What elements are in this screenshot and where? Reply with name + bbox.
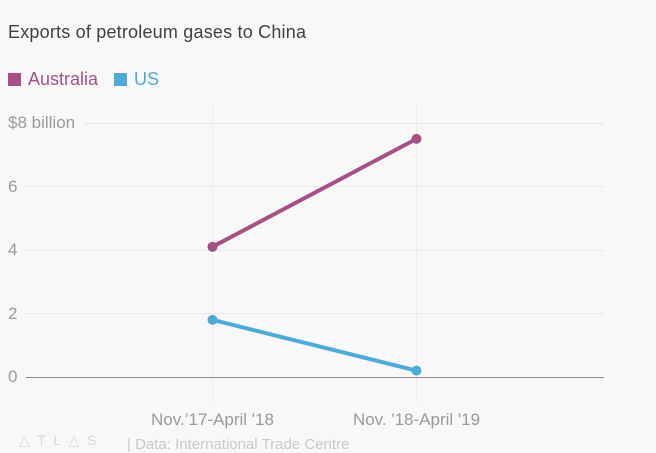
x-axis-tick-label: Nov. '18-April '19 — [352, 410, 481, 429]
gridline — [26, 249, 604, 251]
y-axis-tick-label: 0 — [8, 367, 18, 386]
data-point-us — [207, 314, 218, 325]
data-point-australia — [207, 241, 218, 252]
gridline — [26, 313, 604, 314]
legend-item-us: US — [114, 69, 159, 90]
y-axis-tick-label: 2 — [8, 303, 18, 323]
legend-swatch-icon — [114, 73, 128, 86]
legend-swatch-icon — [8, 73, 21, 86]
y-gridline-row: 2 — [8, 304, 604, 324]
data-point-us — [411, 365, 422, 376]
y-gridline-row: 0 — [8, 367, 604, 387]
legend-label: US — [134, 69, 160, 89]
data-point-australia — [411, 133, 422, 144]
chart-title: Exports of petroleum gases to China — [8, 22, 307, 42]
x-axis-tick-label: Nov.’17-April '18 — [151, 410, 274, 429]
y-gridline-row: $8 billion — [8, 113, 604, 133]
vertical-gridline — [416, 103, 417, 402]
y-axis-tick-label: 6 — [8, 176, 18, 196]
atlas-logo: △TL△S — [19, 432, 104, 448]
legend-label: Australia — [28, 69, 99, 89]
gridline — [84, 122, 604, 124]
data-source-credit: | Data: International Trade Centre — [127, 436, 350, 453]
vertical-gridline — [212, 103, 213, 402]
y-gridline-row: 4 — [8, 240, 604, 260]
y-axis-tick-label: $8 billion — [8, 113, 76, 132]
legend-item-australia: Australia — [8, 69, 98, 90]
gridline — [26, 186, 604, 187]
zero-axis-line — [26, 376, 604, 378]
series-line-australia — [210, 136, 419, 249]
legend: Australia US — [8, 69, 175, 90]
y-axis-tick-label: 4 — [8, 240, 18, 259]
series-line-us — [210, 317, 419, 373]
y-gridline-row: 6 — [8, 177, 604, 197]
